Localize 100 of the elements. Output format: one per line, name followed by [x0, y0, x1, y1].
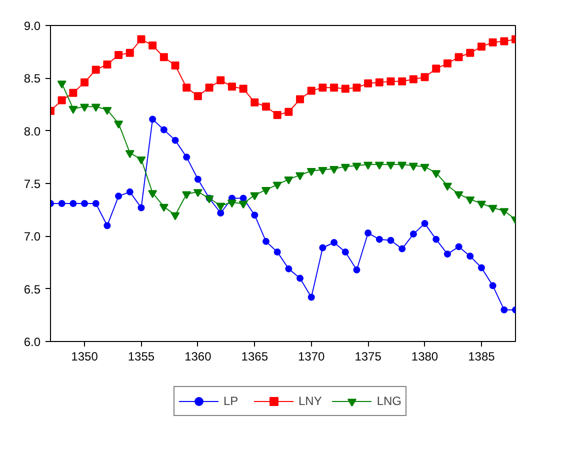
point	[387, 236, 394, 244]
point	[330, 238, 338, 246]
point	[261, 187, 270, 195]
point	[409, 75, 418, 84]
point	[296, 172, 305, 180]
point	[58, 200, 66, 208]
point	[160, 126, 168, 134]
point	[138, 204, 145, 212]
point	[68, 106, 78, 114]
point	[353, 266, 360, 274]
point	[183, 154, 190, 161]
point	[466, 196, 475, 204]
point	[420, 73, 429, 82]
point	[216, 202, 226, 211]
point	[285, 265, 292, 272]
point	[170, 212, 180, 220]
point	[193, 189, 202, 198]
point	[80, 78, 89, 86]
point	[148, 42, 157, 50]
point	[374, 162, 384, 170]
point	[375, 78, 384, 86]
point	[432, 170, 441, 178]
y-tick-label: 7.0	[24, 230, 41, 244]
point	[148, 190, 158, 198]
point	[262, 238, 270, 245]
point	[284, 108, 293, 116]
point	[194, 92, 202, 100]
point	[296, 274, 304, 282]
point	[500, 37, 508, 46]
x-tick-label: 1350	[71, 350, 98, 364]
point	[92, 66, 100, 74]
point	[489, 282, 496, 290]
point	[319, 244, 326, 252]
point	[500, 208, 509, 216]
point	[126, 188, 134, 196]
point	[136, 156, 146, 164]
point	[386, 162, 396, 170]
point	[159, 204, 168, 212]
legend-label: LNG	[376, 394, 402, 408]
point	[104, 222, 111, 230]
x-tick-label: 1355	[128, 350, 155, 364]
point	[330, 84, 338, 92]
point	[398, 245, 406, 252]
point	[398, 77, 406, 86]
point	[102, 106, 112, 115]
point	[58, 96, 66, 104]
y-tick-label: 6.5	[24, 282, 41, 296]
point	[126, 48, 134, 57]
point	[171, 62, 180, 70]
point	[216, 76, 225, 84]
point	[478, 264, 485, 272]
point	[137, 35, 146, 44]
point	[398, 162, 407, 170]
point	[296, 95, 304, 104]
point	[284, 176, 294, 184]
point	[114, 120, 124, 129]
point	[149, 116, 156, 123]
point	[466, 252, 474, 260]
x-tick-label: 1360	[184, 350, 212, 364]
point	[330, 166, 339, 174]
point	[442, 182, 452, 191]
point	[342, 248, 349, 256]
point	[476, 200, 486, 209]
point	[182, 191, 192, 200]
x-tick-label: 1375	[354, 350, 382, 364]
x-tick-label: 1365	[241, 350, 268, 364]
point	[307, 86, 316, 95]
point	[455, 243, 462, 250]
point	[454, 191, 464, 200]
point	[454, 53, 463, 62]
point	[432, 64, 440, 73]
point	[114, 50, 123, 59]
point	[57, 80, 66, 89]
point	[386, 77, 395, 86]
point	[352, 84, 361, 92]
point	[432, 236, 440, 243]
point	[160, 53, 168, 62]
legend-label: LNY	[298, 394, 322, 408]
point	[172, 136, 179, 144]
legend-label: LP	[223, 394, 240, 408]
point	[227, 200, 236, 208]
point	[500, 306, 508, 314]
point	[364, 162, 373, 170]
x-tick-label: 1385	[468, 350, 496, 364]
y-tick-label: 9.0	[24, 19, 41, 33]
point	[443, 59, 452, 68]
x-tick-label: 1370	[298, 350, 326, 364]
point	[340, 164, 350, 172]
point	[420, 164, 430, 172]
point	[376, 236, 383, 243]
point	[125, 150, 134, 158]
point	[251, 212, 258, 219]
point	[238, 200, 248, 209]
point	[69, 88, 78, 97]
point	[341, 84, 350, 93]
point	[488, 204, 498, 213]
point	[488, 38, 497, 46]
point	[306, 168, 316, 176]
point	[115, 192, 122, 200]
point	[444, 250, 451, 258]
